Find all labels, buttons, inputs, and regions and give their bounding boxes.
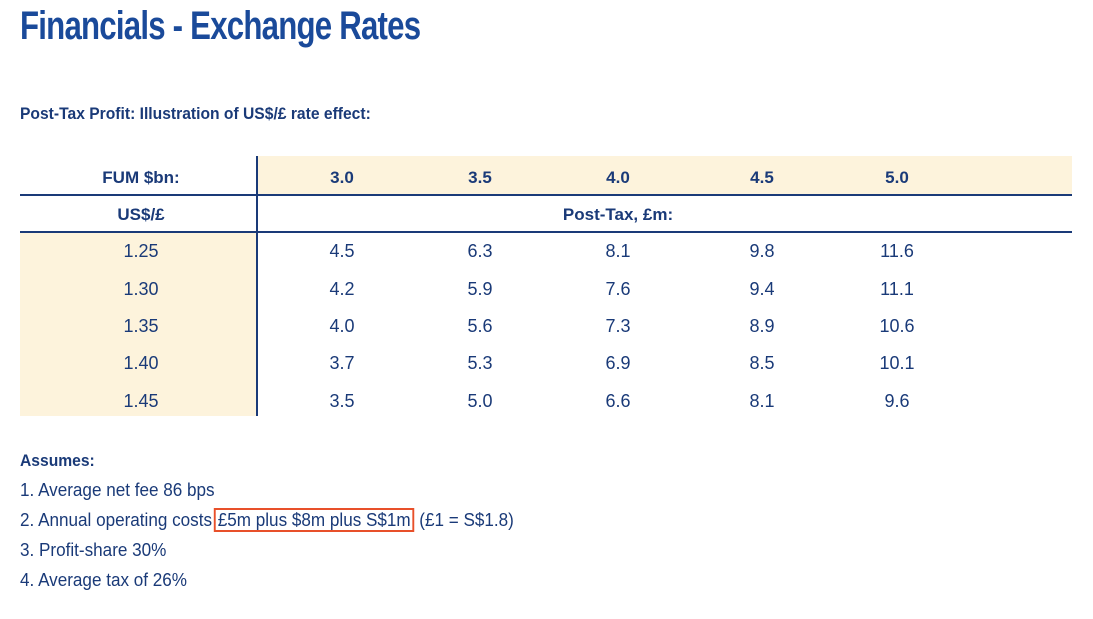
fum-header-3: 4.0 [606,168,630,187]
fum-header-4: 4.5 [750,168,774,187]
value-cell: 4.0 [329,316,355,336]
rate-column-label: US$/£ [117,205,165,224]
table-subtitle: Post-Tax Profit: Illustration of US$/£ r… [20,104,371,123]
fum-row-label: FUM $bn: [102,168,180,187]
value-cell: 8.5 [749,353,775,373]
rate-cell: 1.40 [123,353,159,373]
assumption-3: 3. Profit-share 30% [20,540,167,560]
rate-cell: 1.35 [123,316,159,336]
value-cell: 7.6 [605,279,631,299]
assumption-1: 1. Average net fee 86 bps [20,480,215,500]
value-cell: 10.6 [879,316,915,336]
rate-column-band [20,233,257,416]
header-band [257,156,1072,194]
value-cell: 8.9 [749,316,775,336]
highlighted-costs: £5m plus $8m plus S$1m [213,508,415,532]
value-cell: 5.6 [467,316,493,336]
value-cell: 11.6 [880,241,914,261]
value-cell: 5.9 [467,279,493,299]
value-cell: 4.5 [329,241,355,261]
post-tax-label: Post-Tax, £m: [562,205,674,224]
exchange-rate-table: FUM $bn: 3.0 3.5 4.0 4.5 5.0 US$/£ Post-… [20,156,1072,416]
assumption-2-suffix: (£1 = S$1.8) [419,510,514,530]
rate-cell: 1.25 [123,241,159,261]
rate-cell: 1.30 [123,279,159,299]
value-cell: 8.1 [749,391,775,411]
value-cell: 11.1 [880,279,914,299]
value-cell: 9.8 [749,241,775,261]
value-cell: 3.5 [329,391,355,411]
value-cell: 8.1 [605,241,631,261]
value-cell: 3.7 [329,353,355,373]
value-cell: 6.6 [605,391,631,411]
value-cell: 5.0 [467,391,493,411]
row-divider-subheader [20,231,1072,233]
value-cell: 9.6 [884,391,910,411]
value-cell: 4.2 [329,279,355,299]
fum-header-5: 5.0 [885,168,909,187]
assumption-4: 4. Average tax of 26% [20,570,188,590]
value-cell: 6.3 [467,241,493,261]
value-cell: 9.4 [749,279,775,299]
rate-cell: 1.45 [123,391,159,411]
value-cell: 6.9 [605,353,631,373]
fum-header-2: 3.5 [468,168,492,187]
assumption-2: 2. Annual operating costs £5m plus $8m pl… [20,508,514,532]
value-cell: 7.3 [605,316,631,336]
assumption-2-prefix: 2. Annual operating costs [20,510,213,530]
assumptions-heading: Assumes: [20,451,95,470]
column-divider [256,156,258,416]
page-title: Financials - Exchange Rates [20,4,421,48]
value-cell: 10.1 [879,353,915,373]
fum-header-1: 3.0 [330,168,354,187]
row-divider-header [20,194,1072,196]
value-cell: 5.3 [467,353,493,373]
